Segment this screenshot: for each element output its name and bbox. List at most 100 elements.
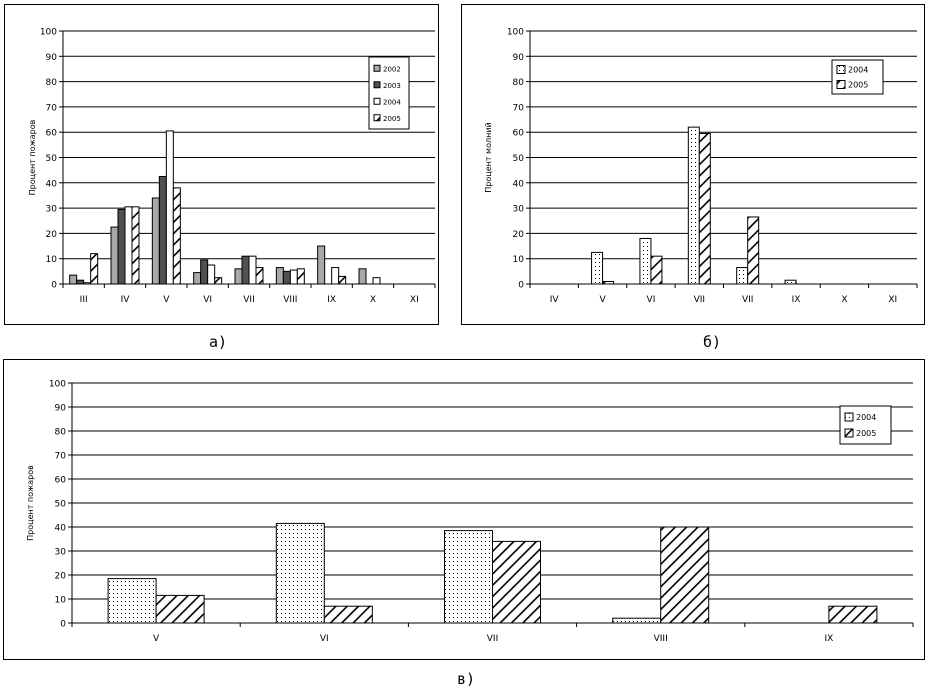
y-tick-label: 100 [40, 28, 57, 38]
x-tick-label: VI [320, 634, 329, 644]
y-tick-label: 40 [55, 524, 67, 534]
x-tick-label: IV [550, 295, 560, 305]
y-tick-label: 30 [513, 205, 525, 215]
bar-2004-VI [275, 522, 325, 624]
y-tick-label: 20 [46, 230, 58, 240]
y-axis-label: Процент пожаров [26, 465, 35, 541]
bar-2004-VII [736, 267, 749, 285]
y-tick-label: 70 [46, 103, 58, 113]
x-tick-label: VII [742, 295, 753, 305]
chart-a-svg: 0 10 20 30 40 50 60 70 80 90 100 Процент пожаров III… [28, 28, 436, 305]
bar-2005-VII [698, 132, 711, 285]
legend-label: 2004 [383, 98, 401, 106]
legend-label: 2005 [848, 81, 868, 90]
y-tick-label: 100 [507, 28, 524, 38]
bar-2004-VI [207, 264, 216, 285]
bar-2004-V [591, 251, 604, 285]
legend-swatch [836, 65, 846, 74]
x-tick-label: X [841, 295, 847, 305]
y-tick-label: 40 [46, 179, 58, 189]
bar-2003-IV [117, 208, 126, 285]
bar-2005-V [602, 280, 615, 285]
bar-2004-VIII [612, 617, 662, 624]
chart-panel-b: 0 10 20 30 40 50 60 70 80 90 100 Процент молний IV V V… [461, 4, 925, 325]
bar-2005-VIII [296, 268, 305, 285]
bar-2005-IX [338, 275, 347, 285]
x-tick-label: IX [824, 634, 833, 644]
legend-label: 2005 [383, 115, 401, 123]
y-tick-label: 0 [51, 281, 57, 291]
x-tick-label: V [163, 295, 170, 305]
y-tick-label: 10 [55, 596, 67, 606]
x-tick-label: VII [243, 295, 254, 305]
y-tick-label: 50 [513, 154, 525, 164]
x-tick-label: VII [694, 295, 705, 305]
y-tick-label: 30 [55, 548, 67, 558]
bar-2005-VII [747, 216, 760, 285]
x-tick-label: IV [121, 295, 131, 305]
bar-2004-VII [248, 255, 257, 285]
y-tick-label: 10 [46, 255, 58, 265]
bar-2002-IV [110, 226, 119, 285]
y-tick-label: 70 [513, 103, 525, 113]
bar-2004-IX [331, 267, 340, 285]
legend-swatch [373, 97, 381, 105]
bar-2005-VI [323, 605, 373, 624]
x-tick-label: VII [487, 634, 498, 644]
y-tick-label: 80 [513, 78, 525, 88]
bar-2004-V [165, 130, 174, 285]
y-tick-label: 50 [55, 500, 67, 510]
x-tick-label: XI [410, 295, 419, 305]
bar-2005-III [90, 253, 99, 285]
legend-swatch [844, 428, 854, 438]
y-axis-label: Процент молний [484, 122, 493, 192]
chart-c-svg: 0 10 20 30 40 50 60 70 80 90 100 Процент пожаров V VI… [26, 380, 914, 644]
bar-2004-III [83, 282, 92, 285]
legend-label: 2004 [856, 413, 876, 422]
legend-swatch [844, 412, 854, 422]
y-tick-label: 90 [513, 53, 525, 63]
bar-2002-X [358, 268, 367, 285]
bar-2002-VII [234, 268, 243, 285]
caption-c: в) [456, 670, 476, 688]
x-tick-label: X [370, 295, 376, 305]
legend-swatch [373, 114, 381, 122]
legend-swatch [836, 80, 846, 89]
x-tick-label: VI [647, 295, 656, 305]
y-tick-label: 30 [46, 205, 58, 215]
bar-2002-IX [317, 245, 326, 285]
y-tick-label: 0 [518, 281, 524, 291]
chart-b-svg: 0 10 20 30 40 50 60 70 80 90 100 Процент молний IV V V… [484, 28, 918, 305]
bar-2003-V [158, 175, 167, 285]
bar-2005-VI [214, 277, 223, 285]
bar-2002-III [69, 274, 78, 285]
caption-b: б) [702, 333, 722, 351]
chart-panel-a: 0 10 20 30 40 50 60 70 80 90 100 Процент пожаров III… [4, 4, 439, 325]
bar-2004-V [107, 578, 157, 624]
y-tick-label: 90 [55, 404, 67, 414]
y-tick-label: 80 [55, 428, 67, 438]
legend-label: 2004 [848, 66, 868, 75]
x-tick-label: VIII [654, 634, 668, 644]
bar-2005-VI [650, 255, 663, 285]
bar-2004-VII [444, 530, 493, 624]
y-tick-label: 60 [46, 129, 58, 139]
y-tick-label: 50 [46, 154, 58, 164]
legend [839, 405, 892, 445]
bar-2003-VII [241, 255, 250, 285]
bar-2002-VIII [275, 267, 284, 285]
bar-2004-VIII [289, 269, 298, 285]
bar-2003-VIII [282, 270, 291, 285]
bar-2005-VII [492, 540, 541, 624]
x-tick-label: V [153, 634, 160, 644]
x-tick-label: IX [792, 295, 801, 305]
bar-2005-V [155, 594, 205, 624]
legend-label: 2005 [856, 429, 876, 438]
y-tick-label: 40 [513, 179, 525, 189]
bar-2005-IV [131, 206, 140, 285]
y-tick-label: 20 [55, 572, 67, 582]
bar-2002-V [151, 197, 160, 285]
x-tick-label: V [599, 295, 606, 305]
legend-swatch [373, 64, 381, 72]
bar-2003-III [76, 279, 85, 285]
